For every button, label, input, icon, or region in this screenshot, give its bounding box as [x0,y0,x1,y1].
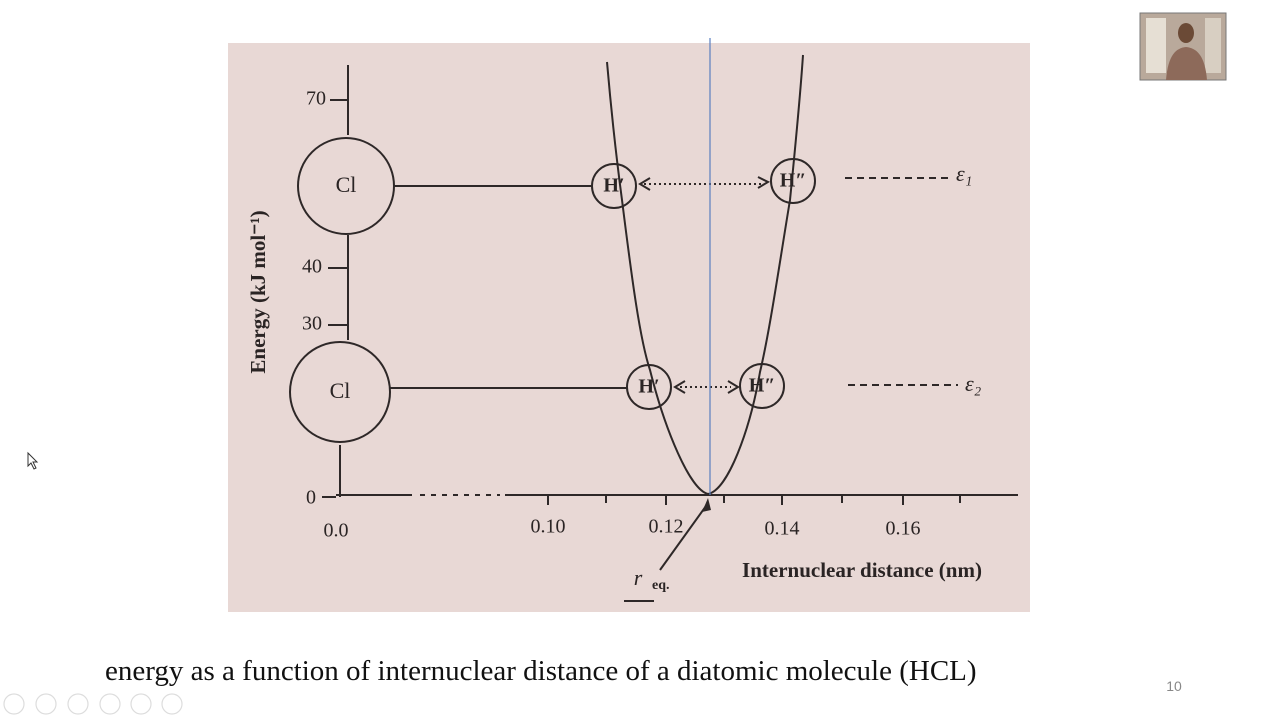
x-ticks [547,495,961,505]
webcam-thumbnail [1139,12,1227,81]
x-tick-label: 0.10 [531,516,566,538]
req-subscript: eq. [652,578,670,593]
y-tick-label: 70 [306,88,326,110]
potential-curve [606,54,804,496]
webcam-head [1178,23,1194,43]
atom-circle [297,137,395,235]
req-arrowhead [702,498,711,512]
atom-label: H″ [780,170,807,192]
slide-number: 10 [1166,678,1182,694]
more-button[interactable] [161,693,183,715]
next-button[interactable] [35,693,57,715]
atom-label: H′ [638,376,659,398]
atom-label: Cl [336,172,357,197]
slideshow-toolbar [3,693,183,715]
y-ticks [322,99,348,498]
atom-circle [289,341,391,443]
x-tick-label: 0.12 [649,516,684,538]
webcam-wall [1146,18,1166,73]
atom-circle [591,163,637,209]
arrowheads [638,176,771,191]
atom-label: Cl [330,378,351,403]
req-label: r [634,565,643,590]
slides-button[interactable] [99,693,121,715]
photo-background [228,43,1030,612]
y-tick-label: 40 [302,256,322,278]
x-axis-label: Internuclear distance (nm) [742,558,982,582]
x-tick-label: 0.16 [886,518,921,540]
atom-label: H″ [749,375,776,397]
atom-label: H′ [603,175,624,197]
y-tick-label: 30 [302,313,322,335]
webcam-body [1166,47,1207,80]
zoom-button[interactable] [130,693,152,715]
webcam-wall [1205,18,1221,73]
y-axis-label: Energy (kJ mol⁻¹) [246,210,270,373]
level-label: ε₁ [956,161,972,186]
figure-photo: 70 40 30 0 Energy (kJ mol⁻¹) 0.0 0.10 0.… [228,43,1030,612]
req-arrow [659,505,707,571]
mouse-cursor [27,451,39,470]
atom-circle [626,364,672,410]
level-lines [845,177,958,386]
pen-button[interactable] [67,693,89,715]
x-tick-label: 0.14 [765,518,800,540]
level-label: ε₂ [965,371,982,396]
arrowheads [673,380,740,394]
atom-circle [770,158,816,204]
y-tick-label: 0 [306,487,316,509]
prev-button[interactable] [3,693,25,715]
x-tick-label: 0.0 [324,520,349,542]
caption: energy as a function of internuclear dis… [105,655,977,687]
bond-lines [390,185,627,389]
atom-circle [739,363,785,409]
